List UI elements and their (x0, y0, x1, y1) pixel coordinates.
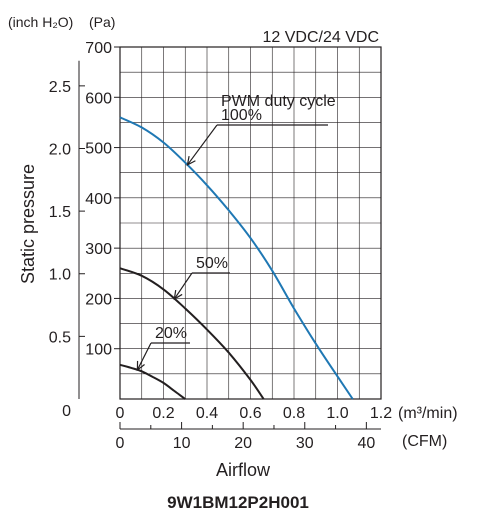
x-unit-secondary: (CFM) (402, 433, 447, 450)
series-label: 100% (221, 107, 262, 124)
callout-arrow-line (186, 124, 218, 166)
callout-arrow-head (173, 289, 183, 301)
x-tick-label: 0.8 (283, 405, 305, 422)
inch-tick-label: 2.5 (49, 79, 71, 96)
y-axis-title: Static pressure (18, 164, 38, 284)
y-unit-primary: (Pa) (89, 14, 115, 30)
y-tick-label: 200 (85, 291, 112, 308)
callout-arrow-head (136, 360, 145, 372)
x-axis-m3min: 0 0.2 0.4 0.6 0.8 1.0 1.2 (116, 405, 393, 422)
callout-arrow-line (173, 272, 193, 300)
chart-note: 12 VDC/24 VDC (263, 29, 380, 46)
y-tick-label: 600 (85, 90, 112, 107)
inch-tick-label: 2.0 (49, 141, 71, 158)
x-unit-primary: (m³/min) (398, 405, 458, 422)
series-label: 50% (196, 255, 228, 272)
x-tick-label: 0.6 (239, 405, 261, 422)
series-line-100pct (119, 116, 354, 400)
series-line-20pct (119, 363, 186, 400)
legend-title: PWM duty cycle (221, 93, 336, 110)
cfm-tick-label: 30 (296, 435, 314, 452)
x-axis-cfm: 0 10 20 30 40 (116, 422, 381, 452)
series-layer (119, 116, 354, 400)
x-tick-label: 1.2 (370, 405, 392, 422)
grid (120, 47, 381, 399)
series-label: 20% (155, 325, 187, 342)
x-tick-label: 0.4 (196, 405, 218, 422)
y-axis-inch: 0.5 1.0 1.5 2.0 2.5 (49, 60, 85, 399)
inch-tick-label: 1.5 (49, 204, 71, 221)
cfm-tick-label: 40 (357, 435, 375, 452)
y-tick-label: 500 (85, 141, 112, 158)
inch-zero-label: 0 (62, 403, 71, 420)
x-tick-label: 0.2 (152, 405, 174, 422)
y-axis-pa: 100 200 300 400 500 600 700 (85, 40, 120, 359)
inch-tick-label: 1.0 (49, 267, 71, 284)
y-tick-label: 300 (85, 241, 112, 258)
cfm-tick-label: 20 (234, 435, 252, 452)
x-tick-label: 1.0 (326, 405, 348, 422)
callout-arrow-line (136, 342, 152, 371)
y-tick-label: 700 (85, 40, 112, 57)
cfm-tick-label: 10 (173, 435, 191, 452)
plot-frame (119, 46, 382, 400)
y-unit-secondary: (inch H₂O) (8, 14, 73, 30)
cfm-tick-label: 0 (116, 435, 125, 452)
series-line-50pct (119, 267, 265, 400)
annotations: 100% 50% 20% (136, 107, 328, 372)
inch-tick-label: 0.5 (49, 329, 71, 346)
callout-arrow-head (186, 155, 196, 167)
y-tick-label: 100 (85, 342, 112, 359)
y-tick-label: 400 (85, 191, 112, 208)
x-axis-title: Airflow (216, 460, 271, 480)
model-label: 9W1BM12P2H001 (167, 493, 309, 512)
x-tick-label: 0 (116, 405, 125, 422)
